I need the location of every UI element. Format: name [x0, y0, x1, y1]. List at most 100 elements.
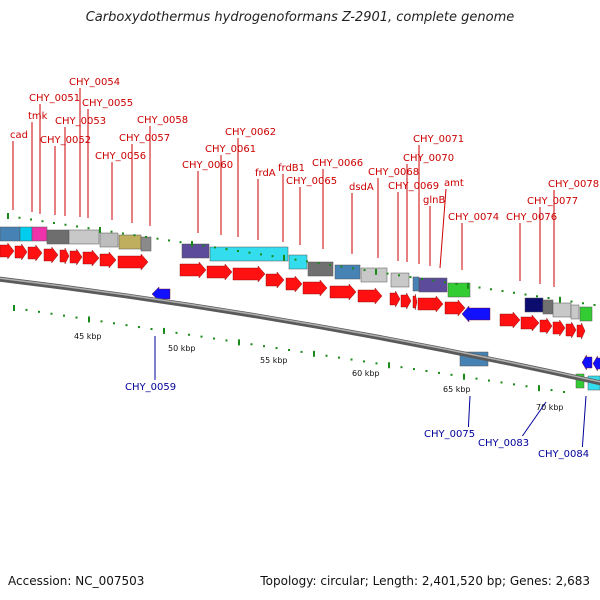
lower-tick-minor — [50, 312, 53, 315]
cog-box — [412, 276, 420, 292]
forward-gene-label: CHY_0053 — [55, 116, 106, 127]
upper-tick-minor — [547, 297, 550, 300]
upper-tick-minor — [145, 235, 147, 238]
accession-label: Accession: NC_007503 — [8, 574, 145, 588]
forward-gene-label: CHY_0054 — [69, 77, 120, 88]
upper-tick-minor — [386, 272, 389, 275]
upper-tick-minor — [421, 277, 423, 280]
cog-box — [447, 282, 471, 298]
forward-gene-arrow — [302, 279, 328, 297]
upper-tick-minor — [87, 227, 90, 230]
upper-tick-minor — [432, 279, 435, 282]
upper-tick-minor — [202, 244, 205, 247]
lower-tick-minor — [113, 322, 115, 325]
upper-tick-minor — [156, 237, 159, 240]
lower-tick-minor — [150, 328, 153, 330]
lower-tick-minor — [363, 360, 365, 363]
cog-box — [181, 243, 210, 259]
lower-tick-minor — [563, 391, 565, 393]
reverse-leader-line — [521, 401, 547, 437]
cog-box — [209, 246, 289, 262]
lower-tick-minor — [75, 316, 78, 319]
lower-tick-minor — [175, 331, 178, 334]
reverse-gene-arrow — [151, 286, 171, 302]
upper-tick-minor — [110, 230, 113, 233]
forward-gene-label: CHY_0074 — [448, 212, 499, 223]
forward-gene-label: CHY_0055 — [82, 98, 133, 109]
cog-box — [140, 236, 152, 252]
cog-box — [288, 254, 308, 270]
upper-tick-minor — [317, 262, 320, 265]
lower-tick-minor — [400, 366, 403, 369]
cog-box — [390, 272, 410, 288]
lower-tick-minor — [500, 381, 503, 384]
scale-label: 45 kbp — [74, 332, 102, 341]
cog-box — [31, 226, 48, 242]
scale-label: 65 kbp — [443, 385, 471, 394]
cog-box — [46, 229, 70, 245]
forward-gene-arrow — [232, 265, 266, 283]
upper-tick-minor — [53, 221, 55, 224]
forward-gene-label: glnB — [423, 195, 445, 206]
upper-tick-minor — [179, 241, 182, 244]
cog-box — [360, 267, 388, 283]
upper-tick-minor — [490, 288, 492, 291]
reverse-gene-arrow — [461, 305, 491, 323]
forward-gene-label: tmk — [28, 111, 48, 122]
forward-gene-arrow — [206, 263, 233, 281]
forward-gene-arrow — [357, 287, 383, 305]
upper-tick-minor — [271, 255, 274, 258]
lower-tick-minor — [350, 358, 353, 361]
upper-tick-minor — [455, 283, 458, 286]
upper-tick-minor — [214, 246, 216, 249]
forward-gene-label: CHY_0069 — [388, 181, 439, 192]
forward-gene-label: CHY_0056 — [95, 151, 146, 162]
cog-box — [579, 306, 593, 322]
reverse-gene-arrow — [592, 355, 600, 372]
forward-gene-arrow — [552, 319, 566, 337]
reverse-leader-line — [467, 395, 471, 428]
cog-box — [118, 234, 142, 250]
lower-tick-minor — [100, 320, 103, 323]
cog-box — [19, 226, 33, 242]
upper-tick-minor — [444, 281, 446, 284]
forward-gene-label: CHY_0051 — [29, 93, 80, 104]
upper-tick-minor — [570, 300, 573, 303]
lower-tick-minor — [263, 345, 265, 348]
backbone-layer — [0, 276, 600, 386]
upper-tick-minor — [41, 220, 44, 223]
reverse-leader-line — [581, 395, 587, 448]
forward-gene-arrow — [417, 295, 444, 313]
lower-tick-minor — [375, 362, 378, 365]
map-title: Carboxydothermus hydrogenoformans Z-2901… — [85, 10, 515, 25]
cog-box — [307, 261, 334, 277]
upper-tick-minor — [409, 276, 412, 279]
forward-gene-label: CHY_0077 — [527, 196, 578, 207]
reverse-gene-label: CHY_0059 — [125, 382, 176, 393]
forward-gene-arrow — [0, 242, 15, 260]
forward-gene-label: CHY_0076 — [506, 212, 557, 223]
lower-tick-minor — [488, 379, 490, 382]
cog-box — [552, 302, 572, 318]
upper-tick-minor — [306, 260, 308, 263]
forward-gene-arrow — [265, 271, 285, 289]
lower-tick-minor — [125, 324, 128, 327]
cog-box — [418, 277, 448, 293]
forward-gene-arrow — [82, 249, 100, 267]
forward-gene-arrow — [444, 299, 466, 317]
upper-tick-minor — [352, 267, 354, 270]
gene-track — [0, 242, 600, 372]
scale-label: 70 kbp — [536, 403, 564, 412]
forward-gene-arrow — [69, 248, 83, 266]
forward-gene-arrow — [117, 253, 149, 271]
lower-tick-minor — [550, 389, 553, 392]
upper-tick-minor — [329, 263, 331, 266]
forward-gene-label: CHY_0065 — [286, 176, 337, 187]
forward-gene-arrow — [576, 322, 586, 340]
upper-tick-minor — [593, 304, 596, 306]
forward-gene-arrow — [285, 275, 303, 293]
cog-box — [524, 297, 544, 313]
upper-tick-minor — [513, 291, 515, 294]
forward-gene-label: CHY_0052 — [40, 135, 91, 146]
scale-label: 50 kbp — [168, 344, 196, 353]
